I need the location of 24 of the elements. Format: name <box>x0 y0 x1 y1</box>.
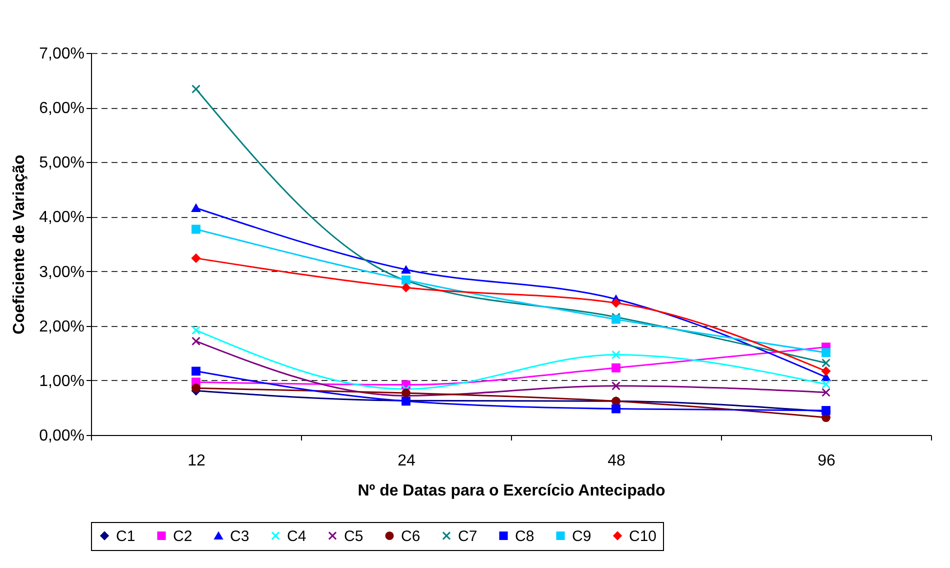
x-tick-label: 12 <box>188 452 206 470</box>
y-tick-label: 1,00% <box>39 372 84 390</box>
x-tick-label: 48 <box>608 452 626 470</box>
legend-label: C3 <box>230 528 250 545</box>
x-tick-label: 24 <box>398 452 416 470</box>
y-tick-label: 2,00% <box>39 318 84 336</box>
legend-label: C2 <box>173 528 192 545</box>
y-axis-title: Coeficiente de Variação <box>11 154 28 334</box>
legend-label: C9 <box>572 528 592 545</box>
legend-label: C7 <box>458 528 478 545</box>
y-tick-label: 3,00% <box>39 264 84 281</box>
y-tick-label: 4,00% <box>39 209 84 226</box>
y-tick-label: 5,00% <box>39 154 84 172</box>
x-tick-label: 96 <box>818 452 836 470</box>
y-tick-label: 6,00% <box>39 100 84 118</box>
legend-label: C1 <box>116 528 136 545</box>
legend-label: C5 <box>344 528 364 545</box>
y-tick-label: 7,00% <box>39 46 84 62</box>
legend-label: C10 <box>629 528 657 545</box>
legend-label: C6 <box>401 528 420 545</box>
legend-label: C4 <box>287 528 306 545</box>
legend-label: C8 <box>515 528 534 545</box>
x-axis-title: Nº de Datas para o Exercício Antecipado <box>358 482 666 500</box>
y-tick-label: 0,00% <box>39 428 84 444</box>
